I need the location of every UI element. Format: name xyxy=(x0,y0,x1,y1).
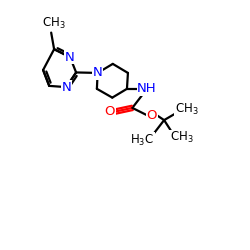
Text: O: O xyxy=(104,105,115,118)
Text: NH: NH xyxy=(137,82,157,95)
Text: H$_3$C: H$_3$C xyxy=(130,133,154,148)
Text: N: N xyxy=(65,50,75,64)
Text: O: O xyxy=(147,109,157,122)
Text: CH$_3$: CH$_3$ xyxy=(170,130,194,145)
Text: CH$_3$: CH$_3$ xyxy=(42,16,66,31)
Text: N: N xyxy=(93,66,102,80)
Text: N: N xyxy=(62,80,71,94)
Text: CH$_3$: CH$_3$ xyxy=(175,102,199,117)
